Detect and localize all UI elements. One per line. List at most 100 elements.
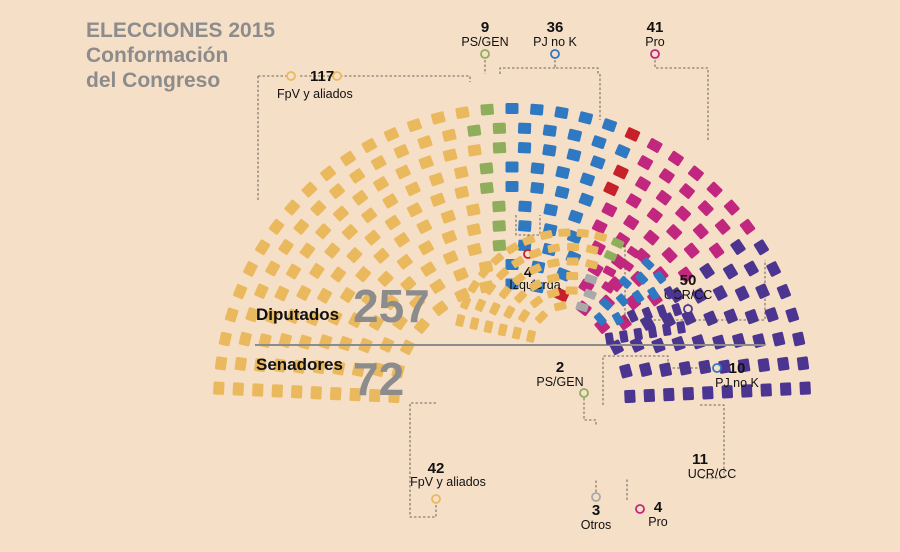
seat-diputados-fpv-y-aliados — [284, 199, 301, 216]
seat-diputados-pro — [692, 223, 709, 240]
seat-diputados-pj-no-k — [543, 203, 558, 217]
seat-diputados-fpv-y-aliados — [286, 308, 301, 324]
seat-diputados-ucr-cc — [777, 356, 790, 371]
seat-diputados-ucr-cc — [730, 239, 746, 255]
seat-diputados-ucr-cc — [743, 260, 759, 277]
senadores-leader-lines — [409, 355, 725, 518]
seat-senadores-pj-no-k — [647, 286, 660, 301]
seat-senadores-fpv-y-aliados — [460, 296, 472, 310]
marker-fpv-dip-2 — [332, 71, 342, 81]
seat-diputados-fpv-y-aliados — [361, 290, 377, 307]
seat-senadores-fpv-y-aliados — [528, 279, 543, 292]
seat-diputados-ucr-cc — [757, 358, 770, 373]
seat-diputados-ucr-cc — [723, 263, 738, 280]
seat-diputados-pro — [678, 266, 694, 283]
seat-diputados-fpv-y-aliados — [310, 200, 327, 217]
seat-senadores-fpv-y-aliados — [498, 285, 512, 300]
seat-diputados-fpv-y-aliados — [286, 263, 301, 280]
seat-senadores-pj-no-k — [641, 257, 655, 271]
seat-senadores-fpv-y-aliados — [547, 258, 560, 268]
seat-senadores-fpv-y-aliados — [511, 255, 525, 269]
seat-diputados-fpv-y-aliados — [355, 266, 372, 283]
seat-diputados-ucr-cc — [764, 307, 779, 323]
seat-senadores-pro — [601, 281, 615, 294]
seat-diputados-pro — [708, 242, 725, 259]
seat-diputados-fpv-y-aliados — [361, 207, 378, 224]
seat-diputados-fpv-y-aliados — [391, 363, 405, 379]
otros-sen-name: Otros — [581, 518, 612, 532]
seat-diputados-pro — [706, 181, 723, 198]
seat-diputados-pj-no-k — [554, 185, 570, 199]
seat-senadores-fpv-y-aliados — [474, 298, 487, 312]
seat-diputados-ucr-cc — [698, 359, 712, 375]
seat-diputados-fpv-y-aliados — [252, 383, 264, 397]
seat-diputados-fpv-y-aliados — [312, 359, 326, 375]
psgen-dip-name: PS/GEN — [461, 35, 508, 49]
seat-diputados-fpv-y-aliados — [430, 192, 446, 207]
seat-senadores-otros — [575, 301, 589, 313]
seat-diputados-pro — [607, 276, 624, 292]
senadores-label: Senadores — [256, 355, 343, 374]
seat-diputados-pj-no-k — [614, 144, 631, 159]
seat-diputados-fpv-y-aliados — [400, 339, 415, 356]
seat-diputados-ucr-cc — [671, 336, 686, 352]
seat-diputados-pj-no-k — [542, 144, 557, 157]
seat-diputados-ucr-cc — [681, 309, 697, 326]
seat-diputados-fpv-y-aliados — [406, 202, 423, 218]
marker-psgen-dip — [480, 49, 490, 59]
seat-diputados-fpv-y-aliados — [214, 356, 228, 371]
seat-diputados-ps-gen — [479, 162, 494, 175]
seat-diputados-fpv-y-aliados — [245, 307, 260, 323]
seat-senadores-fpv-y-aliados — [534, 310, 548, 324]
seat-senadores-fpv-y-aliados — [539, 230, 553, 240]
seat-diputados-fpv-y-aliados — [418, 155, 434, 170]
diputados-markers — [286, 49, 693, 314]
seat-diputados-ucr-cc — [737, 358, 751, 373]
seat-diputados-pj-no-k — [578, 192, 594, 207]
seat-diputados-ucr-cc — [766, 261, 781, 277]
seat-diputados-fpv-y-aliados — [392, 314, 408, 331]
seat-senadores-fpv-y-aliados — [483, 281, 497, 296]
seat-diputados-fpv-y-aliados — [278, 239, 294, 255]
ucr-dip-value: 50 — [680, 272, 697, 289]
seat-senadores-pj-no-k — [593, 312, 607, 326]
seat-diputados-pj-no-k — [542, 124, 557, 137]
seat-senadores-fpv-y-aliados — [514, 290, 528, 304]
seat-diputados-fpv-y-aliados — [327, 309, 343, 326]
seat-diputados-pro — [623, 214, 640, 231]
seat-diputados-fpv-y-aliados — [351, 362, 365, 377]
seat-diputados-pj-no-k — [567, 128, 582, 142]
seat-diputados-ucr-cc — [723, 308, 738, 324]
seat-senadores-fpv-y-aliados — [505, 242, 520, 255]
diputados-label: Diputados — [256, 305, 339, 324]
seat-diputados-fpv-y-aliados — [454, 185, 470, 199]
seat-diputados-fpv-y-aliados — [420, 261, 437, 277]
seat-diputados-ucr-cc — [760, 383, 772, 397]
seat-diputados-fpv-y-aliados — [373, 247, 390, 264]
seat-diputados-fpv-y-aliados — [329, 387, 342, 401]
seat-diputados-fpv-y-aliados — [441, 229, 457, 245]
seat-diputados-fpv-y-aliados — [274, 285, 290, 302]
seat-diputados-fpv-y-aliados — [414, 318, 430, 334]
seat-diputados-fpv-y-aliados — [368, 388, 381, 403]
seat-diputados-ps-gen — [492, 142, 507, 154]
pjnok-dip-value: 36 — [547, 19, 564, 36]
seat-diputados-fpv-y-aliados — [400, 276, 417, 292]
seat-diputados-ucr-cc — [691, 287, 707, 304]
seat-diputados-pro — [739, 218, 756, 235]
seat-senadores-fpv-y-aliados — [576, 228, 589, 238]
marker-fpv-sen — [431, 494, 441, 504]
seat-diputados-ps-gen — [480, 103, 495, 116]
seat-diputados-pj-no-k — [505, 103, 519, 114]
seat-diputados-fpv-y-aliados — [238, 331, 252, 347]
seat-diputados-ucr-cc — [799, 381, 811, 395]
seat-senadores-fpv-y-aliados — [528, 247, 542, 259]
seat-diputados-fpv-y-aliados — [395, 164, 411, 180]
seat-diputados-fpv-y-aliados — [348, 312, 363, 328]
seat-diputados-pro — [683, 242, 700, 259]
seat-diputados-pro — [679, 183, 695, 199]
seat-diputados-fpv-y-aliados — [349, 387, 361, 402]
seat-diputados-ps-gen — [492, 220, 506, 232]
seat-diputados-pj-no-k — [505, 161, 519, 173]
